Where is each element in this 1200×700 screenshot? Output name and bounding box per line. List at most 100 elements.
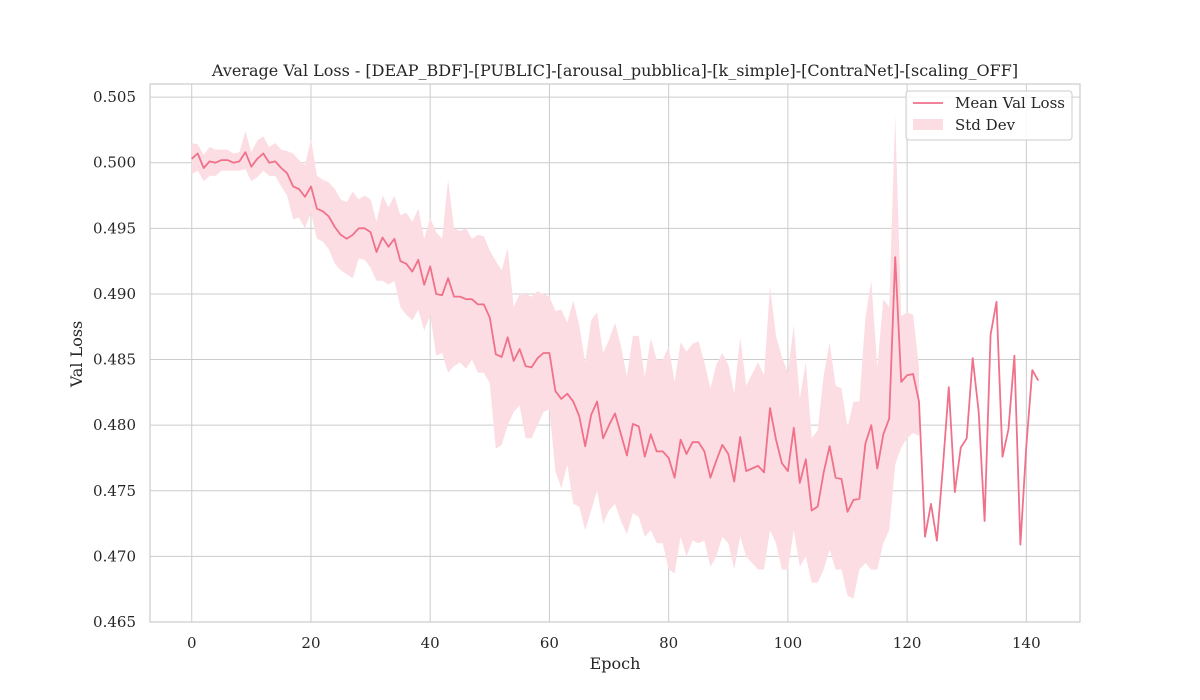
legend-band-swatch bbox=[913, 119, 943, 130]
mean-val-loss-point bbox=[930, 503, 932, 505]
mean-val-loss-point bbox=[1007, 428, 1009, 430]
mean-val-loss-point bbox=[590, 414, 592, 416]
mean-val-loss-point bbox=[984, 520, 986, 522]
x-tick-label: 120 bbox=[893, 634, 922, 652]
mean-val-loss-point bbox=[471, 298, 473, 300]
mean-val-loss-point bbox=[829, 445, 831, 447]
mean-val-loss-point bbox=[680, 439, 682, 441]
mean-val-loss-point bbox=[346, 238, 348, 240]
mean-val-loss-point bbox=[441, 294, 443, 296]
axes-frame bbox=[149, 83, 1081, 623]
x-tick-label: 80 bbox=[659, 634, 678, 652]
mean-val-loss-point bbox=[334, 226, 336, 228]
mean-val-loss-point bbox=[531, 366, 533, 368]
mean-val-loss-point bbox=[435, 293, 437, 295]
mean-val-loss-point bbox=[292, 185, 294, 187]
mean-val-loss-point bbox=[692, 441, 694, 443]
mean-val-loss-point bbox=[823, 471, 825, 473]
mean-val-loss-point bbox=[978, 411, 980, 413]
mean-val-loss-point bbox=[870, 424, 872, 426]
y-tick-label: 0.480 bbox=[93, 416, 136, 434]
y-tick-label: 0.475 bbox=[93, 482, 136, 500]
mean-val-loss-point bbox=[1019, 544, 1021, 546]
mean-val-loss-line bbox=[191, 151, 1040, 546]
mean-val-loss-point bbox=[805, 458, 807, 460]
mean-val-loss-point bbox=[703, 450, 705, 452]
mean-val-loss-point bbox=[411, 271, 413, 273]
mean-val-loss-point bbox=[1002, 456, 1004, 458]
mean-val-loss-point bbox=[393, 238, 395, 240]
mean-val-loss-point bbox=[513, 360, 515, 362]
mean-val-loss-point bbox=[370, 231, 372, 233]
mean-val-loss-point bbox=[560, 398, 562, 400]
y-axis-label: Val Loss bbox=[67, 321, 86, 389]
mean-val-loss-point bbox=[417, 259, 419, 261]
mean-val-loss-point bbox=[256, 158, 258, 160]
mean-val-loss-point bbox=[203, 167, 205, 169]
mean-val-loss-point bbox=[799, 482, 801, 484]
mean-val-loss-point bbox=[924, 536, 926, 538]
x-tick-label: 20 bbox=[301, 634, 320, 652]
mean-val-loss-point bbox=[542, 352, 544, 354]
mean-val-loss-point bbox=[310, 185, 312, 187]
mean-val-loss-point bbox=[405, 263, 407, 265]
mean-val-loss-point bbox=[489, 317, 491, 319]
mean-val-loss-point bbox=[626, 454, 628, 456]
mean-val-loss-point bbox=[197, 153, 199, 155]
mean-val-loss-point bbox=[918, 401, 920, 403]
mean-val-loss-point bbox=[215, 162, 217, 164]
mean-val-loss-point bbox=[858, 498, 860, 500]
mean-val-loss-point bbox=[584, 445, 586, 447]
mean-val-loss-point bbox=[811, 509, 813, 511]
legend-box bbox=[905, 90, 1073, 141]
mean-val-loss-point bbox=[191, 158, 193, 160]
mean-val-loss-point bbox=[936, 540, 938, 542]
mean-val-loss-point bbox=[453, 296, 455, 298]
mean-val-loss-point bbox=[304, 196, 306, 198]
y-tick-label: 0.495 bbox=[93, 219, 136, 237]
x-tick-label: 60 bbox=[540, 634, 559, 652]
mean-val-loss-point bbox=[769, 407, 771, 409]
mean-val-loss-point bbox=[501, 356, 503, 358]
mean-val-loss-point bbox=[697, 441, 699, 443]
mean-val-loss-point bbox=[572, 401, 574, 403]
mean-val-loss-point bbox=[495, 353, 497, 355]
mean-val-loss-point bbox=[537, 357, 539, 359]
mean-val-loss-point bbox=[686, 453, 688, 455]
mean-val-loss-point bbox=[525, 365, 527, 367]
mean-val-loss-point bbox=[548, 352, 550, 354]
mean-val-loss-point bbox=[358, 227, 360, 229]
mean-val-loss-point bbox=[745, 470, 747, 472]
y-tick-labels: 0.465 0.470 0.475 0.480 0.485 0.490 0.495 0.500… bbox=[93, 88, 136, 631]
mean-val-loss-point bbox=[888, 418, 890, 420]
mean-val-loss-point bbox=[519, 348, 521, 350]
mean-val-loss-point bbox=[841, 478, 843, 480]
x-tick-labels: 0 20 40 60 80 100 120 140 bbox=[187, 634, 1041, 652]
mean-val-loss-point bbox=[954, 491, 956, 493]
mean-val-loss-point bbox=[721, 444, 723, 446]
mean-val-loss-point bbox=[763, 471, 765, 473]
mean-val-loss-point bbox=[227, 159, 229, 161]
mean-val-loss-point bbox=[1031, 369, 1033, 371]
mean-val-loss-point bbox=[483, 303, 485, 305]
mean-val-loss-point bbox=[352, 234, 354, 236]
y-tick-label: 0.505 bbox=[93, 88, 136, 106]
mean-val-loss-point bbox=[280, 167, 282, 169]
y-tick-label: 0.500 bbox=[93, 154, 136, 172]
mean-val-loss-point bbox=[387, 246, 389, 248]
y-tick-label: 0.485 bbox=[93, 351, 136, 369]
mean-val-loss-point bbox=[996, 301, 998, 303]
x-tick-label: 40 bbox=[421, 634, 440, 652]
mean-val-loss-point bbox=[751, 467, 753, 469]
mean-val-loss-point bbox=[465, 298, 467, 300]
mean-val-loss-point bbox=[882, 433, 884, 435]
mean-val-loss-point bbox=[733, 481, 735, 483]
mean-val-loss-point bbox=[250, 166, 252, 168]
mean-val-loss-point bbox=[942, 466, 944, 468]
mean-val-loss-point bbox=[638, 425, 640, 427]
mean-val-loss-point bbox=[864, 443, 866, 445]
mean-val-loss-point bbox=[209, 160, 211, 162]
y-tick-label: 0.470 bbox=[93, 547, 136, 565]
mean-val-loss-point bbox=[906, 374, 908, 376]
mean-val-loss-point bbox=[459, 296, 461, 298]
